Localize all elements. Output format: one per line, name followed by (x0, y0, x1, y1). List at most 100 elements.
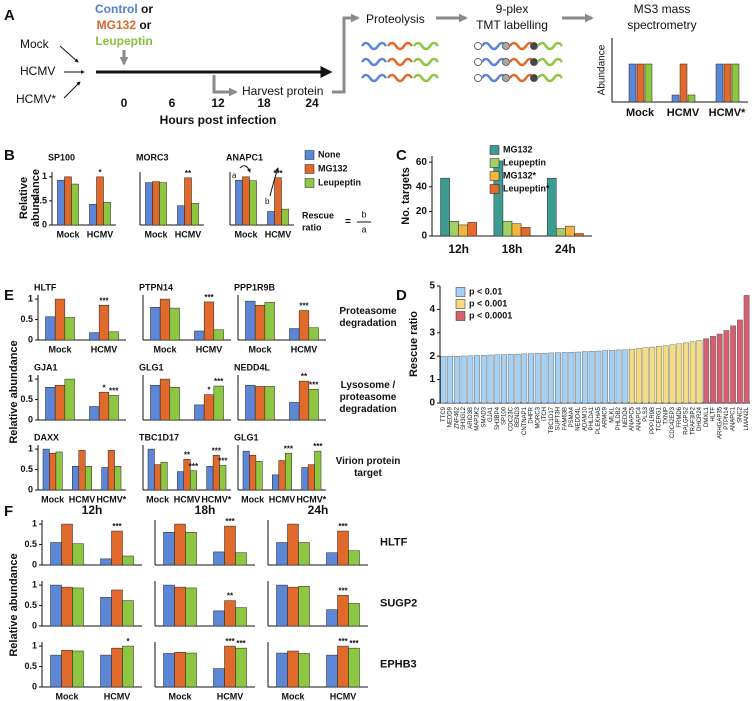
rescue-marker: a (232, 171, 237, 180)
bar (145, 182, 153, 226)
x-tick-label: TCERG1 (657, 406, 663, 431)
x-tick-label: ANAPC5 (630, 406, 636, 431)
rescue-marker: b (265, 197, 270, 206)
bar (276, 542, 288, 566)
panel-a: Control or MG132 or Leupeptin Hours post… (59, 2, 748, 127)
significance-stars: *** (112, 522, 122, 531)
bar (100, 654, 112, 688)
x-tick-label: DHFR (529, 406, 535, 423)
bar (203, 394, 215, 421)
bar (703, 338, 710, 404)
bar (163, 584, 175, 627)
bar (281, 208, 289, 226)
bar (114, 466, 122, 491)
schematic-bar (731, 63, 740, 103)
bar (122, 645, 134, 688)
x-tick-label: SUPT3H (556, 407, 562, 431)
bar (177, 471, 185, 491)
x-tick-label: ARID3B (468, 407, 474, 429)
significance-stars: *** (109, 387, 119, 396)
bar (440, 356, 447, 404)
x-tick-label: PLS3 (643, 406, 649, 421)
bar (235, 552, 247, 566)
x-tick-label: HCMV (174, 494, 201, 504)
chart-title: GLG1 (139, 362, 164, 372)
bar (50, 542, 62, 566)
schematic-bar (671, 94, 680, 103)
bar (122, 600, 134, 627)
x-tick-label: HCMV (87, 229, 114, 239)
peptide (480, 57, 508, 67)
bar (298, 380, 310, 421)
bar (108, 331, 119, 341)
significance-stars: * (98, 168, 102, 177)
x-tick-label: NEDD4L (576, 406, 582, 430)
x-tick-label: HCMV* (96, 494, 126, 504)
treatment: Control (95, 2, 138, 16)
bar (326, 654, 338, 688)
x-tick-label: ADAM10 (582, 406, 588, 431)
column-title: 12h (82, 503, 103, 517)
bar (276, 652, 288, 688)
tmt-tag (530, 42, 538, 50)
significance-stars: ** (184, 450, 191, 459)
bar (440, 177, 450, 237)
rescue-label: Rescue (302, 210, 334, 220)
bar (308, 389, 319, 421)
bar (42, 448, 50, 491)
arrow (212, 75, 238, 97)
connector: or (141, 2, 153, 16)
x-tick-label: Mock (41, 494, 65, 504)
bar (348, 647, 360, 688)
bar (169, 307, 180, 341)
bar (174, 586, 186, 627)
bar (487, 354, 494, 404)
bar (213, 551, 225, 566)
bar (474, 355, 480, 404)
x-tick-label: FAM63B (562, 407, 568, 430)
bar (298, 653, 310, 688)
bar (98, 391, 110, 421)
bar (264, 302, 275, 341)
y-tick-label: 1 (32, 640, 37, 650)
x-tick-label: HCMV (217, 691, 244, 701)
bar (96, 176, 104, 226)
x-tick-label: HCMV* (296, 494, 326, 504)
significance-stars: *** (338, 637, 348, 646)
x-tick-label: RALGPS2 (684, 406, 690, 434)
bar (49, 452, 57, 491)
significance-stars: *** (236, 639, 246, 648)
side-label: Proteasome (339, 306, 397, 317)
x-tick-label: Mock (56, 229, 80, 239)
bar (254, 304, 266, 341)
bar (163, 532, 175, 566)
y-tick-label: 60 (416, 157, 428, 168)
bar (245, 300, 256, 341)
x-tick-label: HLTF (711, 407, 717, 422)
bar (453, 356, 460, 404)
y-tick-label: 0 (42, 219, 47, 229)
bar (561, 352, 568, 404)
treatment: Leupeptin (95, 34, 152, 48)
schematic-bar (636, 63, 645, 103)
panel-label: D (396, 287, 407, 304)
peptide (508, 73, 536, 83)
legend-label: p < 0.0001 (469, 310, 512, 320)
peptide (536, 57, 564, 67)
y-tick-label: 20 (416, 206, 428, 217)
step-label: 9-plex (496, 2, 529, 16)
bar (588, 351, 595, 404)
chart-title: DAXX (34, 432, 59, 442)
bar (61, 586, 73, 627)
bar (298, 542, 310, 566)
legend-label: p < 0.001 (469, 298, 507, 308)
bar (160, 461, 168, 491)
bar (301, 467, 309, 491)
bar (534, 353, 541, 404)
y-tick-label: 1 (28, 443, 33, 453)
bar (111, 530, 123, 566)
bar (348, 603, 360, 627)
bar (249, 454, 257, 491)
bar (289, 402, 300, 421)
bar (541, 352, 548, 404)
